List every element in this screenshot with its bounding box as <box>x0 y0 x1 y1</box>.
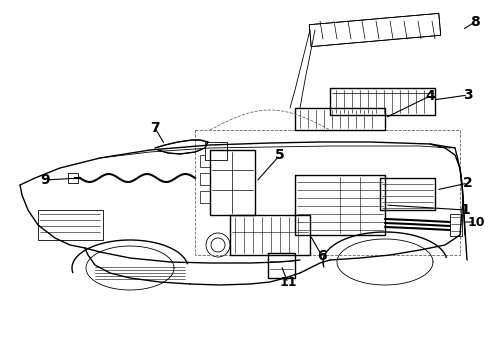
Text: 7: 7 <box>150 121 160 135</box>
Text: 11: 11 <box>279 276 297 289</box>
Bar <box>205 142 227 160</box>
Polygon shape <box>309 13 441 47</box>
Bar <box>200 191 210 203</box>
Bar <box>200 155 210 167</box>
Bar <box>38 210 103 240</box>
Polygon shape <box>155 140 208 154</box>
Text: 3: 3 <box>463 88 473 102</box>
Bar <box>200 173 210 185</box>
Circle shape <box>206 233 230 257</box>
Text: 4: 4 <box>425 89 435 103</box>
Circle shape <box>211 238 225 252</box>
Text: 8: 8 <box>470 15 480 29</box>
Text: 10: 10 <box>467 216 485 229</box>
Text: 1: 1 <box>460 203 470 217</box>
Bar <box>450 214 462 236</box>
Text: 5: 5 <box>275 148 285 162</box>
Text: 6: 6 <box>317 249 327 263</box>
Bar <box>68 173 78 183</box>
Text: 9: 9 <box>40 173 50 187</box>
Text: 2: 2 <box>463 176 473 190</box>
